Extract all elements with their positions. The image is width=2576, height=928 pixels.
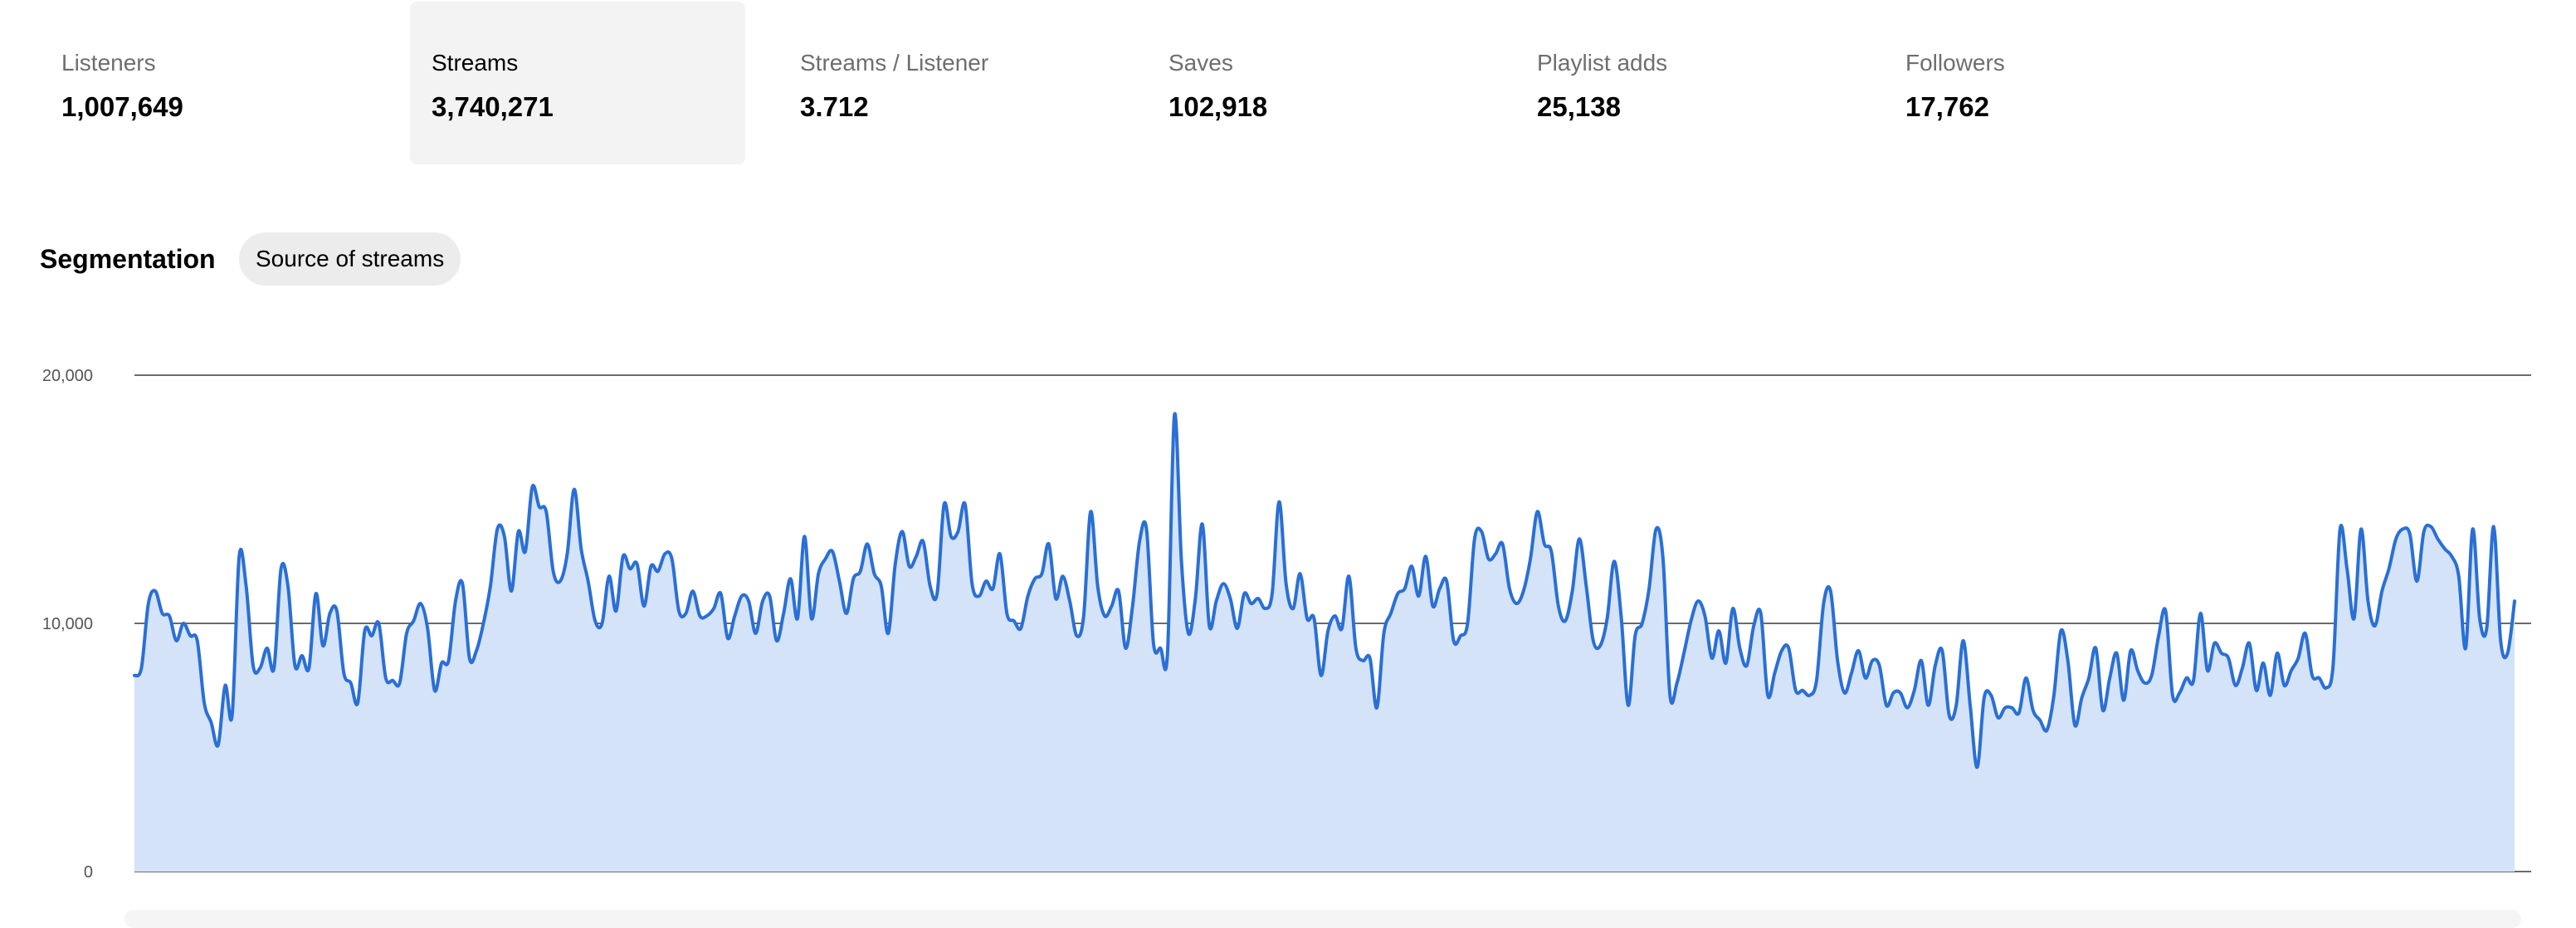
metric-tab-listeners[interactable]: Listeners 1,007,649 xyxy=(40,2,375,164)
metric-value: 17,762 xyxy=(1905,91,1989,122)
metric-label: Listeners xyxy=(61,50,156,76)
streams-area-fill xyxy=(134,413,2515,872)
metric-value: 1,007,649 xyxy=(61,91,183,122)
streams-area-chart: 0 10,000 20,000 xyxy=(42,367,2531,882)
metric-label: Streams / Listener xyxy=(800,50,989,76)
metric-value: 3.712 xyxy=(800,91,869,122)
metric-value: 25,138 xyxy=(1537,91,1621,122)
metric-label: Streams xyxy=(432,50,519,76)
streams-line xyxy=(133,412,2516,769)
metric-tab-streams[interactable]: Streams 3,740,271 xyxy=(410,2,745,164)
metrics-tabs: Listeners 1,007,649 Streams 3,740,271 St… xyxy=(40,0,2513,166)
segmentation-source-pill[interactable]: Source of streams xyxy=(239,232,461,286)
metric-tab-playlist-adds[interactable]: Playlist adds 25,138 xyxy=(1515,2,1851,164)
metric-value: 102,918 xyxy=(1168,91,1268,122)
metric-tab-followers[interactable]: Followers 17,762 xyxy=(1884,2,2219,164)
metric-label: Followers xyxy=(1905,50,2005,76)
metric-label: Playlist adds xyxy=(1537,50,1668,76)
metric-label: Saves xyxy=(1168,50,1233,76)
y-tick-label: 10,000 xyxy=(42,615,93,633)
metric-tab-streams-per-listener[interactable]: Streams / Listener 3.712 xyxy=(778,2,1114,164)
segmentation-title: Segmentation xyxy=(40,244,216,274)
chart-scrollbar[interactable] xyxy=(124,910,2521,928)
y-tick-label: 0 xyxy=(84,863,93,882)
y-tick-label: 20,000 xyxy=(42,367,93,385)
metric-value: 3,740,271 xyxy=(432,91,554,122)
metric-tab-saves[interactable]: Saves 102,918 xyxy=(1147,2,1482,164)
y-axis-ticks: 0 10,000 20,000 xyxy=(42,367,93,882)
